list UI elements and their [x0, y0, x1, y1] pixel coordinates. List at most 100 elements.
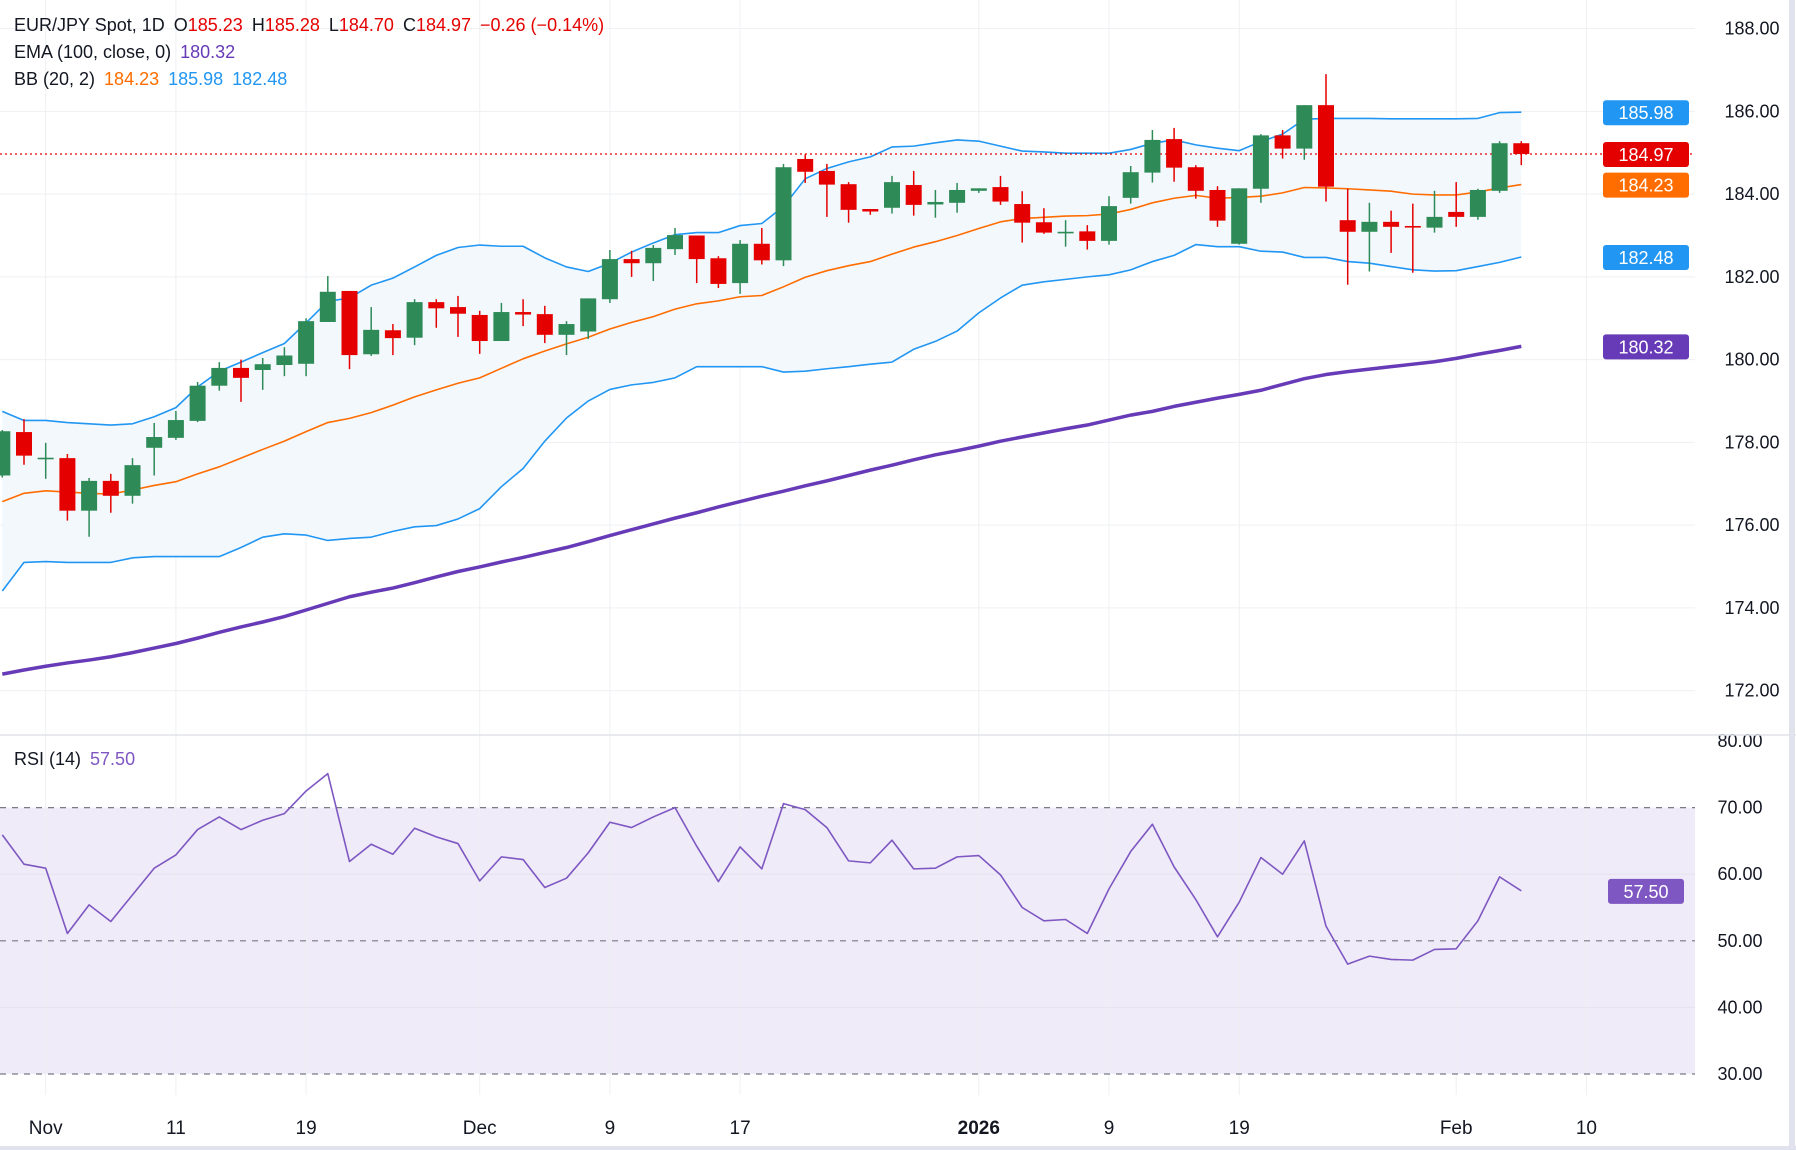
candle — [688, 235, 705, 284]
candle — [319, 276, 336, 322]
candle-body — [1296, 105, 1313, 149]
ema-100-line — [1, 344, 1522, 676]
candle — [1274, 129, 1291, 159]
close-value: 184.97 — [415, 15, 472, 35]
rsi-axis-label: 30.00 — [1717, 1064, 1762, 1084]
price-axis-label: 174.00 — [1724, 598, 1779, 618]
price-tag: 182.48 — [1603, 245, 1689, 271]
candle-body — [16, 432, 32, 456]
candle-body — [1144, 139, 1161, 173]
x-tick-label: Feb — [1440, 1118, 1473, 1139]
candle-body — [1426, 216, 1443, 228]
candle-body — [298, 321, 315, 364]
candle-body — [167, 420, 184, 438]
candle-body — [0, 431, 11, 476]
price-axis-label: 186.00 — [1724, 101, 1779, 121]
candle-body — [1252, 135, 1269, 189]
symbol-label[interactable]: EUR/JPY Spot, 1D — [14, 15, 165, 35]
rsi-line — [1, 772, 1522, 965]
candle-body — [1014, 204, 1031, 223]
price-tag-background — [1603, 141, 1689, 167]
candle — [1448, 182, 1465, 227]
candle — [0, 429, 11, 478]
candle-body — [493, 312, 510, 342]
candle-body — [862, 209, 879, 212]
bb-lower-value: 182.48 — [232, 69, 288, 89]
candle — [450, 295, 466, 337]
candle — [580, 298, 597, 339]
high-label: H — [251, 15, 265, 35]
rsi-axis-label: 50.00 — [1717, 931, 1762, 951]
candle-body — [384, 330, 401, 339]
candle-body — [992, 187, 1009, 202]
rsi-axis-label: 60.00 — [1717, 864, 1762, 884]
candle-body — [927, 201, 944, 205]
candle — [623, 250, 640, 277]
price-tag-label: 180.32 — [1618, 337, 1673, 357]
candle-body — [471, 314, 488, 342]
price-axis-label: 172.00 — [1724, 681, 1779, 701]
candle-body — [1209, 189, 1226, 221]
candle-body — [1448, 211, 1465, 217]
candle — [862, 209, 879, 215]
candle-body — [688, 235, 705, 260]
rsi-axis-label: 70.00 — [1717, 798, 1762, 818]
candle — [276, 347, 293, 377]
candle-body — [1513, 143, 1530, 154]
candle-body — [450, 307, 466, 314]
candle — [59, 453, 76, 521]
candle-body — [970, 188, 987, 191]
candle — [81, 477, 98, 537]
candle-body — [1079, 231, 1096, 241]
price-tag-background — [1603, 245, 1689, 271]
change-value: −0.26 (−0.14%) — [480, 15, 605, 35]
bb-legend[interactable]: BB (20, 2) 184.23 185.98 182.48 — [14, 66, 604, 93]
candle — [753, 228, 770, 265]
candle — [1296, 105, 1313, 160]
candle — [601, 249, 618, 303]
candle — [341, 290, 358, 370]
price-tag: 185.98 — [1603, 100, 1689, 126]
x-tick-label: 17 — [730, 1118, 751, 1139]
ema-legend[interactable]: EMA (100, close, 0) 180.32 — [14, 39, 604, 66]
candle-body — [81, 480, 98, 511]
candle-body — [753, 243, 770, 261]
ema-label: EMA (100, close, 0) — [14, 42, 172, 62]
candle — [667, 228, 683, 255]
rsi-label: RSI (14) — [14, 749, 82, 769]
candle-body — [1469, 189, 1486, 217]
candle — [1209, 186, 1226, 227]
candle-body — [189, 385, 206, 421]
candle-body — [1187, 167, 1204, 191]
price-axis-label: 182.00 — [1724, 267, 1779, 287]
candle-body — [1101, 206, 1117, 241]
candle — [493, 302, 510, 342]
candle — [1252, 134, 1269, 203]
price-tag-background — [1603, 334, 1689, 360]
price-axis-label: 180.00 — [1724, 350, 1779, 370]
price-axis-label: 188.00 — [1724, 19, 1779, 39]
candle — [927, 189, 944, 218]
candle — [710, 256, 727, 289]
candle-body — [623, 259, 640, 264]
rsi-legend[interactable]: RSI (14) 57.50 — [14, 749, 135, 770]
candle-body — [536, 314, 553, 335]
price-axis-label: 178.00 — [1724, 432, 1779, 452]
rsi-band-fill — [0, 807, 1695, 1074]
price-tag: 184.97 — [1603, 141, 1689, 167]
candle-body — [884, 182, 900, 208]
candle-body — [124, 465, 141, 496]
candle — [515, 299, 532, 327]
candle-body — [211, 367, 228, 386]
candle-body — [840, 184, 857, 210]
candle — [1469, 188, 1486, 220]
candle — [124, 458, 141, 504]
candle — [406, 299, 423, 346]
candle — [254, 357, 271, 390]
candle-body — [558, 324, 575, 335]
candle-body — [601, 259, 618, 300]
candle — [1035, 208, 1052, 234]
candle-body — [1383, 221, 1400, 227]
candle-body — [1035, 222, 1052, 233]
